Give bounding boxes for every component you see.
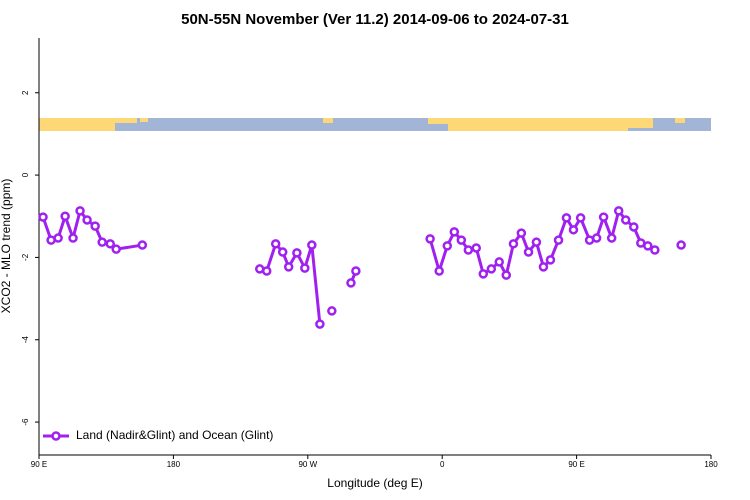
data-point bbox=[277, 247, 288, 257]
data-point bbox=[346, 278, 356, 288]
x-tick-label: 180 bbox=[704, 460, 718, 469]
data-point bbox=[478, 269, 489, 279]
legend-label: Land (Nadir&Glint) and Ocean (Glint) bbox=[76, 428, 273, 442]
data-point bbox=[53, 233, 63, 243]
data-point bbox=[545, 255, 556, 265]
data-point bbox=[523, 247, 534, 257]
data-point bbox=[606, 233, 617, 243]
data-point bbox=[561, 213, 572, 223]
data-point bbox=[568, 225, 579, 235]
data-point bbox=[283, 262, 294, 272]
data-point bbox=[270, 239, 281, 249]
data-point bbox=[575, 213, 586, 223]
data-point bbox=[97, 237, 107, 247]
data-point bbox=[598, 212, 609, 222]
data-point bbox=[351, 266, 361, 276]
data-point bbox=[137, 240, 148, 250]
x-axis-label: Longitude (deg E) bbox=[327, 476, 422, 490]
data-point bbox=[82, 215, 92, 225]
y-tick-label: 0 bbox=[21, 172, 30, 177]
x-tick-label: 180 bbox=[167, 460, 181, 469]
data-point bbox=[261, 266, 272, 276]
y-tick-label: -2 bbox=[21, 253, 30, 261]
data-point bbox=[538, 262, 549, 272]
map-strip bbox=[39, 118, 711, 131]
y-tick-label: -6 bbox=[21, 418, 30, 426]
data-point bbox=[553, 235, 564, 245]
x-tick-label: 90 E bbox=[568, 460, 584, 469]
data-point bbox=[456, 235, 467, 245]
data-point bbox=[643, 241, 653, 251]
data-point bbox=[442, 241, 453, 251]
data-point bbox=[315, 319, 325, 329]
data-point bbox=[531, 237, 542, 247]
data-point bbox=[68, 233, 78, 243]
data-point bbox=[90, 221, 100, 231]
series-line bbox=[43, 211, 681, 324]
data-point bbox=[613, 206, 624, 216]
data-point bbox=[449, 227, 460, 237]
x-tick-label: 90 E bbox=[31, 460, 47, 469]
data-point bbox=[434, 266, 444, 276]
data-point bbox=[486, 264, 497, 274]
data-point bbox=[494, 257, 504, 267]
data-point bbox=[516, 228, 527, 238]
data-point bbox=[105, 239, 115, 249]
chart-title: 50N-55N November (Ver 11.2) 2014-09-06 t… bbox=[181, 11, 569, 28]
data-point bbox=[508, 239, 519, 249]
data-point bbox=[292, 248, 302, 258]
y-axis-label: XCO2 - MLO trend (ppm) bbox=[0, 179, 13, 314]
data-point bbox=[676, 240, 686, 250]
legend-marker bbox=[51, 431, 61, 441]
data-point bbox=[620, 215, 631, 225]
data-point bbox=[629, 222, 639, 232]
data-point bbox=[463, 245, 474, 255]
data-point bbox=[425, 234, 435, 244]
data-point bbox=[75, 206, 85, 216]
x-tick-label: 0 bbox=[440, 460, 445, 469]
data-point bbox=[501, 270, 512, 280]
data-point bbox=[60, 211, 70, 221]
data-point bbox=[650, 245, 660, 255]
y-tick-label: -4 bbox=[21, 336, 30, 344]
data-point bbox=[111, 244, 121, 254]
y-tick-label: 2 bbox=[21, 90, 30, 95]
x-tick-label: 90 W bbox=[298, 460, 317, 469]
data-point bbox=[327, 306, 337, 316]
data-point bbox=[38, 212, 48, 222]
data-point bbox=[471, 243, 481, 253]
data-point bbox=[307, 240, 317, 250]
data-point bbox=[300, 263, 310, 273]
data-point bbox=[591, 233, 602, 243]
